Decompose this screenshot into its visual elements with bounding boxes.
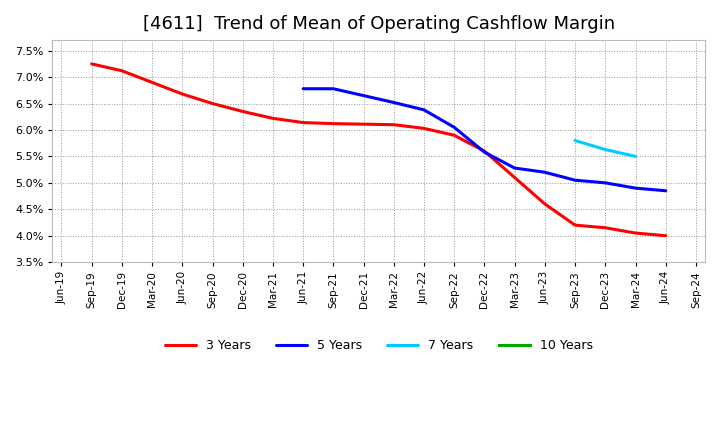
Title: [4611]  Trend of Mean of Operating Cashflow Margin: [4611] Trend of Mean of Operating Cashfl… xyxy=(143,15,615,33)
Legend: 3 Years, 5 Years, 7 Years, 10 Years: 3 Years, 5 Years, 7 Years, 10 Years xyxy=(165,339,593,352)
5 Years xyxy=(662,188,670,194)
Line: 5 Years: 5 Years xyxy=(303,89,666,191)
5 Years xyxy=(571,178,580,183)
5 Years xyxy=(420,107,428,113)
3 Years xyxy=(117,68,126,73)
3 Years xyxy=(299,120,307,125)
5 Years xyxy=(450,125,459,130)
5 Years xyxy=(329,86,338,92)
7 Years xyxy=(571,138,580,143)
Line: 7 Years: 7 Years xyxy=(575,140,636,156)
5 Years xyxy=(601,180,610,186)
3 Years xyxy=(329,121,338,126)
3 Years xyxy=(601,225,610,231)
7 Years xyxy=(601,147,610,152)
5 Years xyxy=(390,100,398,105)
Line: 3 Years: 3 Years xyxy=(91,64,666,236)
3 Years xyxy=(208,101,217,106)
3 Years xyxy=(541,202,549,207)
3 Years xyxy=(359,121,368,127)
3 Years xyxy=(420,126,428,131)
5 Years xyxy=(541,170,549,175)
3 Years xyxy=(269,116,277,121)
3 Years xyxy=(450,132,459,138)
3 Years xyxy=(571,223,580,228)
3 Years xyxy=(178,92,186,97)
3 Years xyxy=(87,61,96,66)
5 Years xyxy=(480,150,489,155)
5 Years xyxy=(510,165,519,171)
7 Years xyxy=(631,154,640,159)
5 Years xyxy=(631,186,640,191)
3 Years xyxy=(480,148,489,154)
3 Years xyxy=(510,175,519,180)
5 Years xyxy=(299,86,307,92)
3 Years xyxy=(631,231,640,236)
5 Years xyxy=(359,93,368,98)
3 Years xyxy=(148,80,156,85)
3 Years xyxy=(662,233,670,238)
3 Years xyxy=(390,122,398,127)
3 Years xyxy=(238,109,247,114)
